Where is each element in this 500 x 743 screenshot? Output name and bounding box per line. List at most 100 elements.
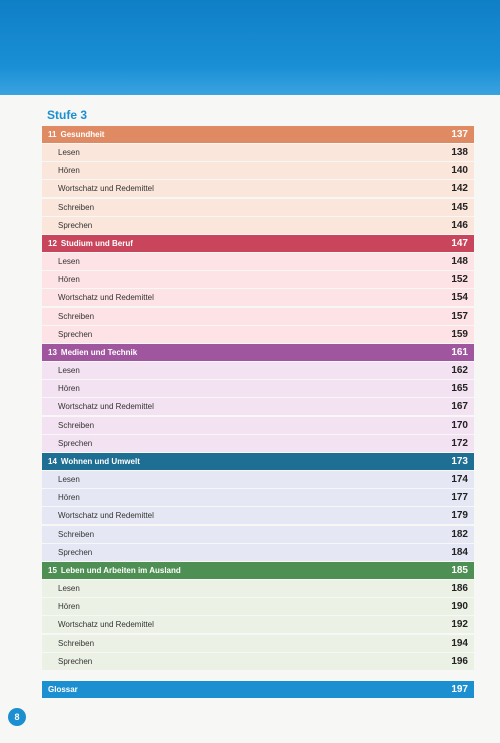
- section-title: Studium und Beruf: [60, 239, 133, 248]
- toc-entry: Hören 177: [42, 489, 474, 507]
- toc-entry: Wortschatz und Redemittel 142: [42, 180, 474, 198]
- toc-entry: Wortschatz und Redemittel 179: [42, 507, 474, 525]
- section-page: 185: [451, 565, 468, 576]
- section-title: Medien und Technik: [60, 348, 138, 357]
- toc-entry: Schreiben 194: [42, 634, 474, 652]
- toc-entry: Sprechen 159: [42, 325, 474, 343]
- section-title: Gesundheit: [60, 130, 105, 139]
- glossary-title: Glossar: [48, 685, 78, 694]
- toc-entry: Hören 152: [42, 271, 474, 289]
- entry-label: Schreiben: [58, 638, 95, 648]
- page-number: 8: [8, 708, 26, 726]
- toc-entry: Schreiben 157: [42, 307, 474, 325]
- entry-page: 190: [451, 601, 468, 613]
- toc-entry: Lesen 186: [42, 580, 474, 597]
- entry-page: 145: [451, 201, 468, 213]
- entry-label: Sprechen: [58, 656, 93, 666]
- entry-page: 174: [451, 474, 468, 485]
- entry-label: Lesen: [58, 475, 80, 484]
- toc-entry: Sprechen 146: [42, 216, 474, 234]
- entry-page: 186: [451, 583, 468, 594]
- entry-label: Schreiben: [58, 420, 95, 430]
- entry-label: Hören: [58, 602, 80, 612]
- section-title: Wohnen und Umwelt: [60, 457, 140, 466]
- toc-entry: Schreiben 182: [42, 525, 474, 543]
- entry-label: Wortschatz und Redemittel: [58, 620, 154, 630]
- entry-page: 157: [451, 310, 468, 322]
- section-page: 147: [451, 238, 468, 249]
- entry-page: 152: [451, 274, 468, 286]
- toc-entry: Lesen 174: [42, 471, 474, 488]
- toc-entry: Schreiben 145: [42, 198, 474, 216]
- entry-page: 172: [451, 437, 468, 449]
- toc-entry: Hören 165: [42, 380, 474, 398]
- entry-page: 194: [451, 637, 468, 649]
- entry-page: 196: [451, 655, 468, 667]
- section-number: 15: [48, 566, 57, 575]
- entry-label: Schreiben: [58, 311, 95, 321]
- section-header: 11 Gesundheit 137: [42, 126, 474, 143]
- entry-page: 159: [451, 328, 468, 340]
- entry-page: 192: [451, 619, 468, 631]
- section-label: 11 Gesundheit: [48, 130, 108, 139]
- header-band: [0, 0, 500, 95]
- section-label: 15 Leben und Arbeiten im Ausland: [48, 566, 185, 575]
- toc-entry: Lesen 138: [42, 144, 474, 161]
- entry-label: Lesen: [58, 257, 80, 266]
- entry-page: 138: [451, 147, 468, 158]
- toc-entry: Wortschatz und Redemittel 167: [42, 398, 474, 416]
- toc-entry: Wortschatz und Redemittel 192: [42, 616, 474, 634]
- entry-page: 184: [451, 546, 468, 558]
- section-header: 14 Wohnen und Umwelt 173: [42, 453, 474, 470]
- toc-entry: Hören 140: [42, 162, 474, 180]
- heading: Stufe 3: [47, 108, 88, 122]
- entry-label: Schreiben: [58, 529, 95, 539]
- entry-page: 165: [451, 383, 468, 395]
- entry-label: Lesen: [58, 366, 80, 375]
- toc-entry: Sprechen 196: [42, 652, 474, 670]
- section-label: 13 Medien und Technik: [48, 348, 141, 357]
- entry-page: 170: [451, 419, 468, 431]
- entry-label: Sprechen: [58, 547, 93, 557]
- toc-entry: Wortschatz und Redemittel 154: [42, 289, 474, 307]
- section-title: Leben und Arbeiten im Ausland: [60, 566, 181, 575]
- entry-label: Wortschatz und Redemittel: [58, 511, 154, 521]
- entry-label: Lesen: [58, 584, 80, 593]
- entry-label: Sprechen: [58, 220, 93, 230]
- entry-label: Hören: [58, 493, 80, 503]
- entry-label: Wortschatz und Redemittel: [58, 402, 154, 412]
- section-page: 173: [451, 456, 468, 467]
- toc-entry: Sprechen 172: [42, 434, 474, 452]
- entry-label: Hören: [58, 384, 80, 394]
- glossary-page: 197: [451, 684, 468, 695]
- entry-label: Hören: [58, 166, 80, 176]
- entry-page: 148: [451, 256, 468, 267]
- entry-label: Wortschatz und Redemittel: [58, 293, 154, 303]
- entry-label: Schreiben: [58, 202, 95, 212]
- entry-label: Lesen: [58, 148, 80, 157]
- section-number: 14: [48, 457, 57, 466]
- section-header: 15 Leben und Arbeiten im Ausland 185: [42, 562, 474, 579]
- entry-label: Sprechen: [58, 438, 93, 448]
- entry-page: 182: [451, 528, 468, 540]
- section-number: 12: [48, 239, 57, 248]
- glossary-row: Glossar 197: [42, 681, 474, 698]
- toc-entry: Hören 190: [42, 598, 474, 616]
- section-page: 137: [451, 129, 468, 140]
- toc-entry: Sprechen 184: [42, 543, 474, 561]
- toc-entry: Lesen 162: [42, 362, 474, 379]
- section-number: 11: [48, 130, 57, 139]
- entry-label: Sprechen: [58, 329, 93, 339]
- section-number: 13: [48, 348, 57, 357]
- entry-page: 154: [451, 292, 468, 304]
- entry-page: 179: [451, 510, 468, 522]
- section-header: 13 Medien und Technik 161: [42, 344, 474, 361]
- toc-entry: Schreiben 170: [42, 416, 474, 434]
- section-label: 14 Wohnen und Umwelt: [48, 457, 144, 466]
- entry-page: 162: [451, 365, 468, 376]
- entry-label: Hören: [58, 275, 80, 285]
- section-header: 12 Studium und Beruf 147: [42, 235, 474, 252]
- entry-page: 146: [451, 219, 468, 231]
- section-label: 12 Studium und Beruf: [48, 239, 137, 248]
